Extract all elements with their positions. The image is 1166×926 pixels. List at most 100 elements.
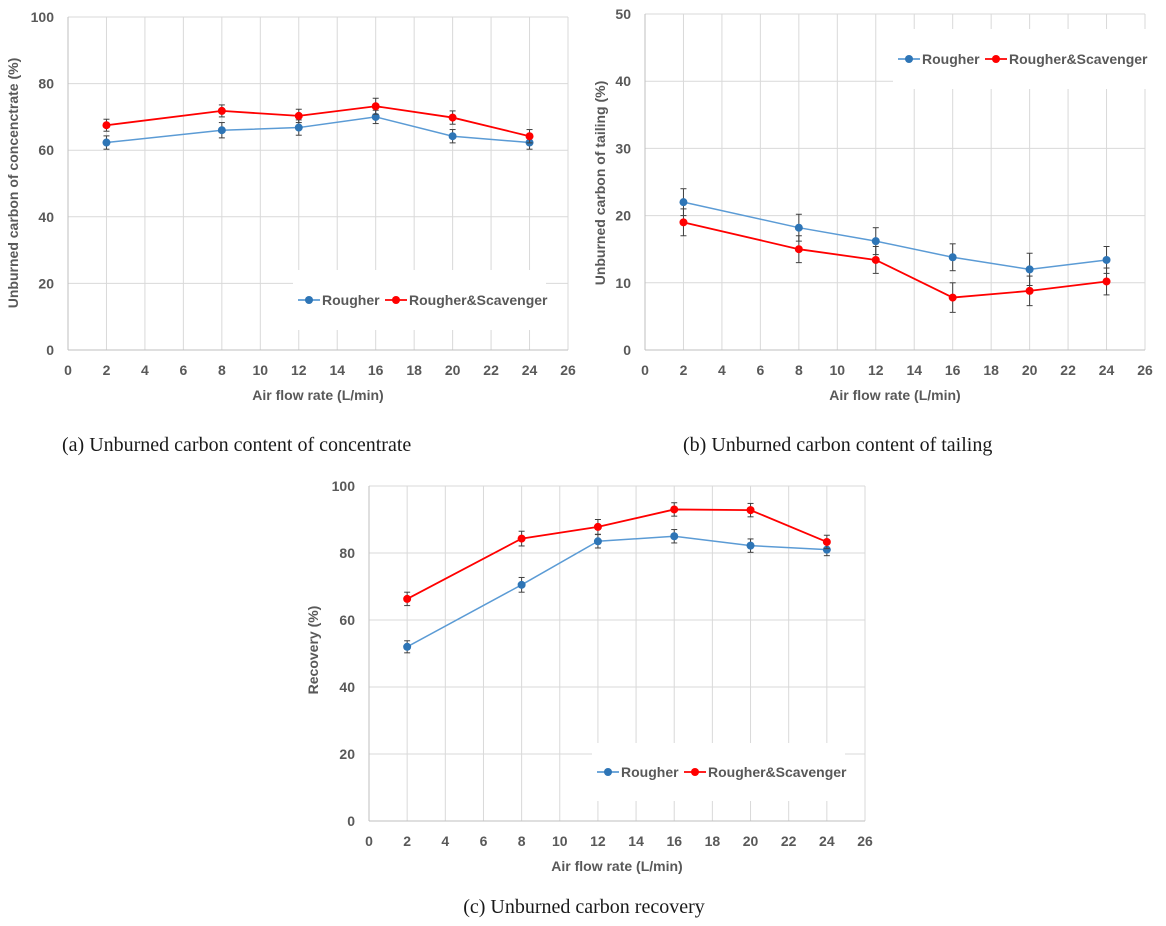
data-point: [871, 237, 880, 246]
legend-entry-rougher: Rougher: [298, 292, 380, 308]
x-tick-label: 16: [945, 362, 961, 378]
legend: Rougher Rougher&Scavenger: [592, 743, 847, 801]
x-tick-label: 16: [368, 362, 384, 378]
caption-a: (a) Unburned carbon content of concentra…: [62, 434, 411, 456]
data-point: [670, 532, 679, 541]
x-axis-title: Air flow rate (L/min): [551, 858, 682, 874]
data-point: [822, 537, 831, 546]
x-tick-label: 26: [560, 362, 576, 378]
legend-swatch-marker: [604, 768, 612, 776]
y-tick-label: 20: [38, 275, 54, 291]
x-tick-label: 0: [641, 362, 649, 378]
x-tick-label: 10: [253, 362, 269, 378]
x-tick-label: 2: [403, 833, 411, 849]
y-tick-label: 80: [38, 76, 54, 92]
y-tick-label: 100: [332, 478, 356, 494]
series-line: [683, 221, 1107, 299]
data-point: [871, 255, 880, 264]
x-tick-label: 4: [141, 362, 149, 378]
data-point: [294, 111, 303, 120]
x-tick-label: 10: [830, 362, 846, 378]
data-point: [102, 138, 111, 147]
y-tick-label: 40: [339, 679, 355, 695]
data-point: [948, 253, 957, 262]
y-axis-title: Recovery (%): [305, 606, 321, 695]
legend-swatch-marker: [992, 55, 1000, 63]
x-tick-label: 0: [365, 833, 373, 849]
y-tick-label: 0: [623, 342, 631, 358]
x-tick-label: 22: [781, 833, 797, 849]
legend-label: Rougher&Scavenger: [1009, 51, 1148, 67]
x-tick-label: 6: [179, 362, 187, 378]
x-tick-label: 0: [64, 362, 72, 378]
x-axis-title: Air flow rate (L/min): [252, 387, 383, 403]
series-rougher-scavenger: [102, 97, 534, 144]
x-tick-label: 20: [445, 362, 461, 378]
legend-swatch-marker: [905, 55, 913, 63]
data-point: [403, 642, 412, 651]
x-tick-label: 18: [983, 362, 999, 378]
data-point: [746, 541, 755, 550]
data-point: [371, 112, 380, 121]
data-point: [217, 126, 226, 135]
y-tick-label: 20: [339, 746, 355, 762]
y-tick-label: 30: [615, 140, 631, 156]
legend-label: Rougher: [922, 51, 980, 67]
data-point: [679, 198, 688, 207]
legend-swatch-marker: [691, 768, 699, 776]
y-tick-label: 20: [615, 208, 631, 224]
x-tick-label: 24: [522, 362, 538, 378]
x-tick-label: 22: [1060, 362, 1076, 378]
x-tick-label: 14: [628, 833, 644, 849]
x-tick-label: 24: [1099, 362, 1115, 378]
legend-background: [293, 270, 546, 330]
x-tick-label: 24: [819, 833, 835, 849]
x-tick-label: 18: [406, 362, 422, 378]
data-point: [1025, 286, 1034, 295]
legend: Rougher Rougher&Scavenger: [893, 29, 1148, 89]
series-rougher-scavenger: [403, 502, 831, 607]
data-point: [102, 121, 111, 130]
series-line: [406, 508, 828, 600]
x-tick-label: 20: [1022, 362, 1038, 378]
data-point: [403, 594, 412, 603]
series-rougher: [102, 109, 534, 150]
data-point: [794, 223, 803, 232]
y-tick-label: 0: [347, 813, 355, 829]
x-tick-label: 12: [291, 362, 307, 378]
legend-entry-rougher-scavenger: Rougher&Scavenger: [985, 51, 1148, 67]
series-line: [406, 535, 827, 648]
x-tick-label: 18: [705, 833, 721, 849]
y-tick-label: 80: [339, 545, 355, 561]
y-tick-label: 100: [31, 9, 55, 25]
data-point: [679, 218, 688, 227]
x-tick-label: 4: [441, 833, 449, 849]
data-point: [448, 132, 457, 141]
x-tick-label: 6: [480, 833, 488, 849]
data-point: [371, 102, 380, 111]
caption-c: (c) Unburned carbon recovery: [463, 896, 705, 918]
x-tick-label: 22: [483, 362, 499, 378]
caption-b: (b) Unburned carbon content of tailing: [683, 434, 992, 456]
legend-label: Rougher&Scavenger: [409, 292, 548, 308]
data-point: [517, 580, 526, 589]
legend-swatch-marker: [392, 296, 400, 304]
series-line: [683, 201, 1107, 271]
data-point: [217, 106, 226, 115]
data-point: [746, 506, 755, 515]
data-point: [517, 534, 526, 543]
legend-label: Rougher: [322, 292, 380, 308]
x-tick-label: 8: [218, 362, 226, 378]
legend-background: [592, 743, 845, 801]
x-tick-label: 4: [718, 362, 726, 378]
legend-label: Rougher: [621, 764, 679, 780]
y-axis-title: Unburned carbon of concenctrate (%): [5, 58, 21, 308]
data-point: [593, 537, 602, 546]
data-point: [1102, 277, 1111, 286]
y-tick-label: 60: [38, 142, 54, 158]
y-tick-label: 60: [339, 612, 355, 628]
x-tick-label: 8: [518, 833, 526, 849]
